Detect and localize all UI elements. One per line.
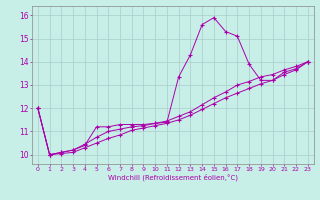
X-axis label: Windchill (Refroidissement éolien,°C): Windchill (Refroidissement éolien,°C): [108, 174, 238, 181]
